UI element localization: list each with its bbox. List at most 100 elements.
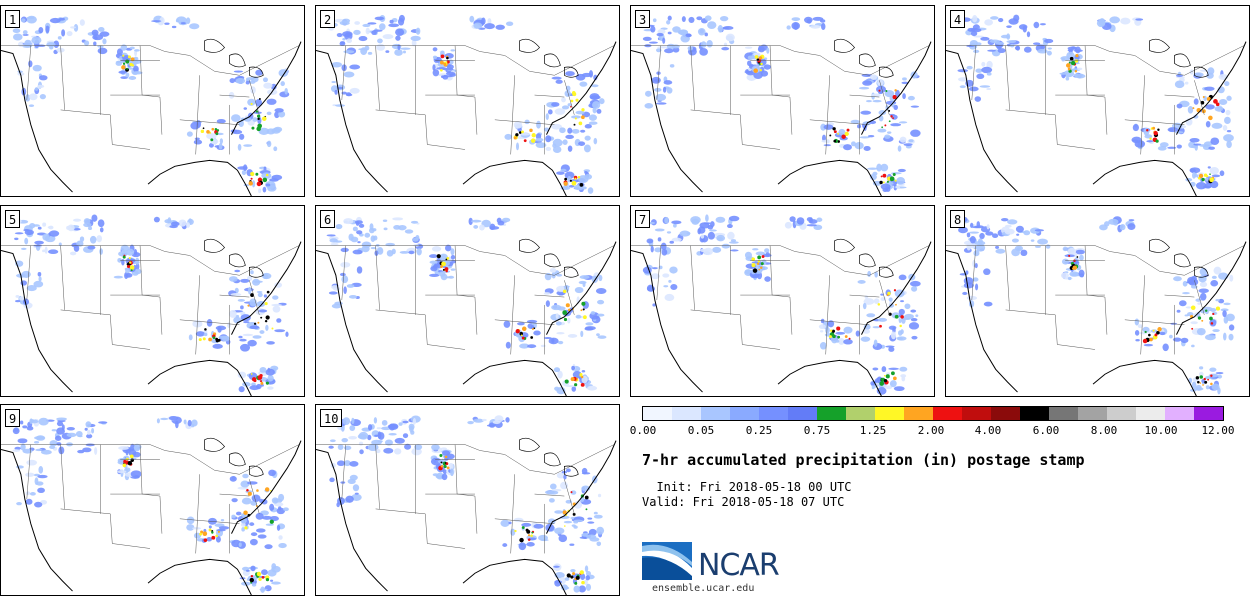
ncar-logo: NCAR ensemble.ucar.edu: [642, 540, 802, 598]
colorbar-swatch: [1136, 407, 1165, 420]
precip-map: [631, 214, 932, 396]
ncar-logo-text: NCAR: [698, 548, 780, 583]
precip-field: [958, 216, 1235, 395]
member-label: 8: [950, 210, 966, 228]
precip-field: [14, 214, 289, 393]
map-outline: [1, 245, 300, 355]
colorbar-swatch: [962, 407, 991, 420]
precip-field: [327, 14, 605, 194]
colorbar-tick: 12.00: [1201, 424, 1235, 437]
map-outline: [631, 45, 930, 155]
colorbar-swatch: [1049, 407, 1078, 420]
member-label: 6: [320, 210, 336, 228]
map-outline: [946, 241, 1247, 396]
colorbar-swatch: [875, 407, 904, 420]
colorbar-tick: 4.00: [974, 424, 1002, 437]
map-outline: [1, 45, 300, 155]
colorbar-swatch: [1165, 407, 1194, 420]
colorbar-tick: 0.00: [629, 424, 657, 437]
map-outline: [204, 437, 264, 477]
precip-colorbar: [642, 406, 1224, 421]
precip-map: [946, 14, 1247, 196]
colorbar-swatch: [730, 407, 759, 420]
colorbar-swatch: [846, 407, 875, 420]
map-outline: [631, 245, 930, 355]
init-time: Init: Fri 2018-05-18 00 UTC: [642, 480, 852, 494]
precip-field: [12, 15, 290, 194]
colorbar-swatch: [672, 407, 701, 420]
colorbar-tick: 6.00: [1032, 424, 1060, 437]
map-outline: [204, 238, 264, 278]
map-outline: [946, 41, 1247, 196]
precip-map: [316, 14, 617, 196]
colorbar-swatch: [1078, 407, 1107, 420]
map-outline: [1, 440, 302, 595]
map-outline: [316, 245, 615, 355]
colorbar-swatch: [904, 407, 933, 420]
map-outline: [316, 41, 617, 196]
member-panel-1: 1: [0, 5, 305, 197]
precip-field: [12, 415, 289, 593]
member-label: 10: [320, 409, 343, 427]
member-label: 1: [5, 10, 21, 28]
map-outline: [316, 444, 615, 554]
logo-url: ensemble.ucar.edu: [652, 583, 755, 594]
colorbar-tick: 0.25: [745, 424, 773, 437]
precip-field: [642, 15, 921, 192]
precip-field: [328, 415, 605, 593]
colorbar-tick: 10.00: [1144, 424, 1178, 437]
member-label: 3: [635, 10, 651, 28]
colorbar-tick: 0.75: [803, 424, 831, 437]
member-panel-3: 3: [630, 5, 935, 197]
colorbar-swatch: [817, 407, 846, 420]
ncar-swoosh-icon: [642, 542, 692, 580]
colorbar-swatch: [933, 407, 962, 420]
map-outline: [834, 38, 894, 78]
precip-map: [316, 415, 617, 595]
precip-field: [326, 216, 607, 395]
member-label: 4: [950, 10, 966, 28]
member-panel-9: 9: [0, 404, 305, 596]
precip-map: [1, 15, 302, 196]
map-outline: [519, 38, 579, 78]
map-outline: [1149, 238, 1209, 278]
precip-field: [642, 214, 921, 395]
member-panel-10: 10: [315, 404, 620, 596]
map-outline: [631, 241, 932, 396]
map-outline: [204, 38, 264, 78]
precip-map: [631, 15, 932, 196]
colorbar-tick: 0.05: [687, 424, 715, 437]
colorbar-swatch: [1194, 407, 1223, 420]
colorbar-swatch: [643, 407, 672, 420]
precip-map: [1, 214, 302, 396]
map-outline: [1, 241, 302, 396]
map-outline: [316, 440, 617, 595]
map-outline: [834, 238, 894, 278]
precip-map: [946, 216, 1247, 396]
colorbar-tick: 2.00: [917, 424, 945, 437]
member-label: 5: [5, 210, 21, 228]
map-outline: [1149, 38, 1209, 78]
member-label: 2: [320, 10, 336, 28]
precip-field: [957, 14, 1234, 190]
colorbar-swatch: [788, 407, 817, 420]
colorbar-ticks: 0.00 0.05 0.25 0.75 1.25 2.00 4.00 6.00 …: [630, 424, 1250, 440]
map-outline: [946, 245, 1245, 355]
map-outline: [1, 41, 302, 196]
member-label: 7: [635, 210, 651, 228]
colorbar-swatch: [1020, 407, 1049, 420]
member-panel-2: 2: [315, 5, 620, 197]
map-outline: [519, 238, 579, 278]
plot-title: 7-hr accumulated precipitation (in) post…: [642, 451, 1085, 469]
map-outline: [946, 45, 1245, 155]
colorbar-tick: 1.25: [859, 424, 887, 437]
colorbar-swatch: [991, 407, 1020, 420]
member-panel-5: 5: [0, 205, 305, 397]
member-label: 9: [5, 409, 21, 427]
map-outline: [316, 241, 617, 396]
colorbar-swatch: [759, 407, 788, 420]
precip-map: [1, 415, 302, 595]
precip-map: [316, 216, 617, 396]
member-panel-6: 6: [315, 205, 620, 397]
member-panel-8: 8: [945, 205, 1250, 397]
